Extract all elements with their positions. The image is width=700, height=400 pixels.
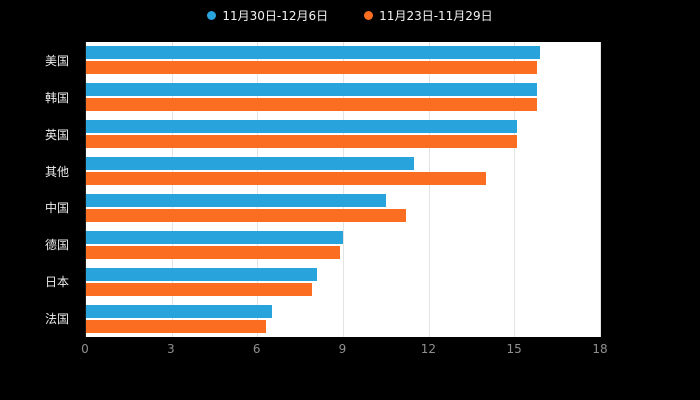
x-tick-label: 3 [167, 342, 175, 356]
category-label: 韩国 [44, 90, 69, 105]
bar [86, 83, 538, 97]
category-label: 德国 [44, 238, 69, 253]
bar [86, 193, 386, 207]
bar [86, 61, 538, 75]
gridline [600, 42, 601, 337]
gridline [257, 42, 259, 337]
x-tick-label: 12 [420, 342, 436, 356]
bar [86, 230, 343, 244]
bar [86, 245, 341, 259]
bar [86, 120, 518, 134]
legend-item[interactable]: 11月30日-12月6日 [207, 7, 328, 24]
legend-item[interactable]: 11月23日-11月29日 [364, 7, 493, 24]
bar-row [86, 226, 600, 263]
gridline [514, 42, 516, 337]
bar [86, 157, 415, 171]
plot-area [85, 42, 601, 337]
x-axis: 0 3 6 9 12 15 18 [81, 342, 607, 358]
bar-row [86, 153, 600, 190]
gridline [343, 42, 344, 337]
bar [86, 267, 318, 281]
bar [86, 319, 266, 333]
bar-row [86, 190, 600, 227]
bar [86, 208, 406, 222]
bar [86, 282, 312, 296]
bar [86, 46, 541, 60]
legend-dot-icon [207, 11, 217, 20]
x-tick-label: 15 [506, 342, 522, 356]
bar-row [86, 300, 600, 337]
category-label: 法国 [44, 312, 69, 327]
bar-row [86, 263, 600, 300]
bar [86, 98, 538, 112]
legend-label: 11月23日-11月29日 [379, 9, 493, 23]
chart-legend: 11月30日-12月6日 11月23日-11月29日 [0, 7, 700, 24]
category-label: 中国 [44, 201, 69, 216]
bar [86, 172, 486, 186]
bar-row [86, 79, 600, 116]
bar-rows [86, 42, 600, 337]
x-tick-label: 0 [81, 342, 89, 356]
x-tick-label: 6 [252, 342, 261, 356]
x-tick-label: 18 [592, 342, 608, 356]
gridline [428, 42, 430, 337]
category-label: 英国 [44, 127, 69, 142]
x-tick-label: 9 [338, 342, 347, 356]
bar-row [86, 116, 600, 153]
bar [86, 304, 272, 318]
gridline [171, 42, 173, 337]
legend-dot-icon [364, 11, 374, 20]
bar-row [86, 42, 600, 79]
legend-label: 11月30日-12月6日 [222, 9, 329, 23]
y-axis-labels: 美国韩国英国其他中国德国日本法国 [0, 42, 78, 337]
category-label: 美国 [44, 53, 69, 68]
category-label: 日本 [44, 275, 69, 290]
bar [86, 135, 518, 149]
category-label: 其他 [44, 164, 69, 179]
